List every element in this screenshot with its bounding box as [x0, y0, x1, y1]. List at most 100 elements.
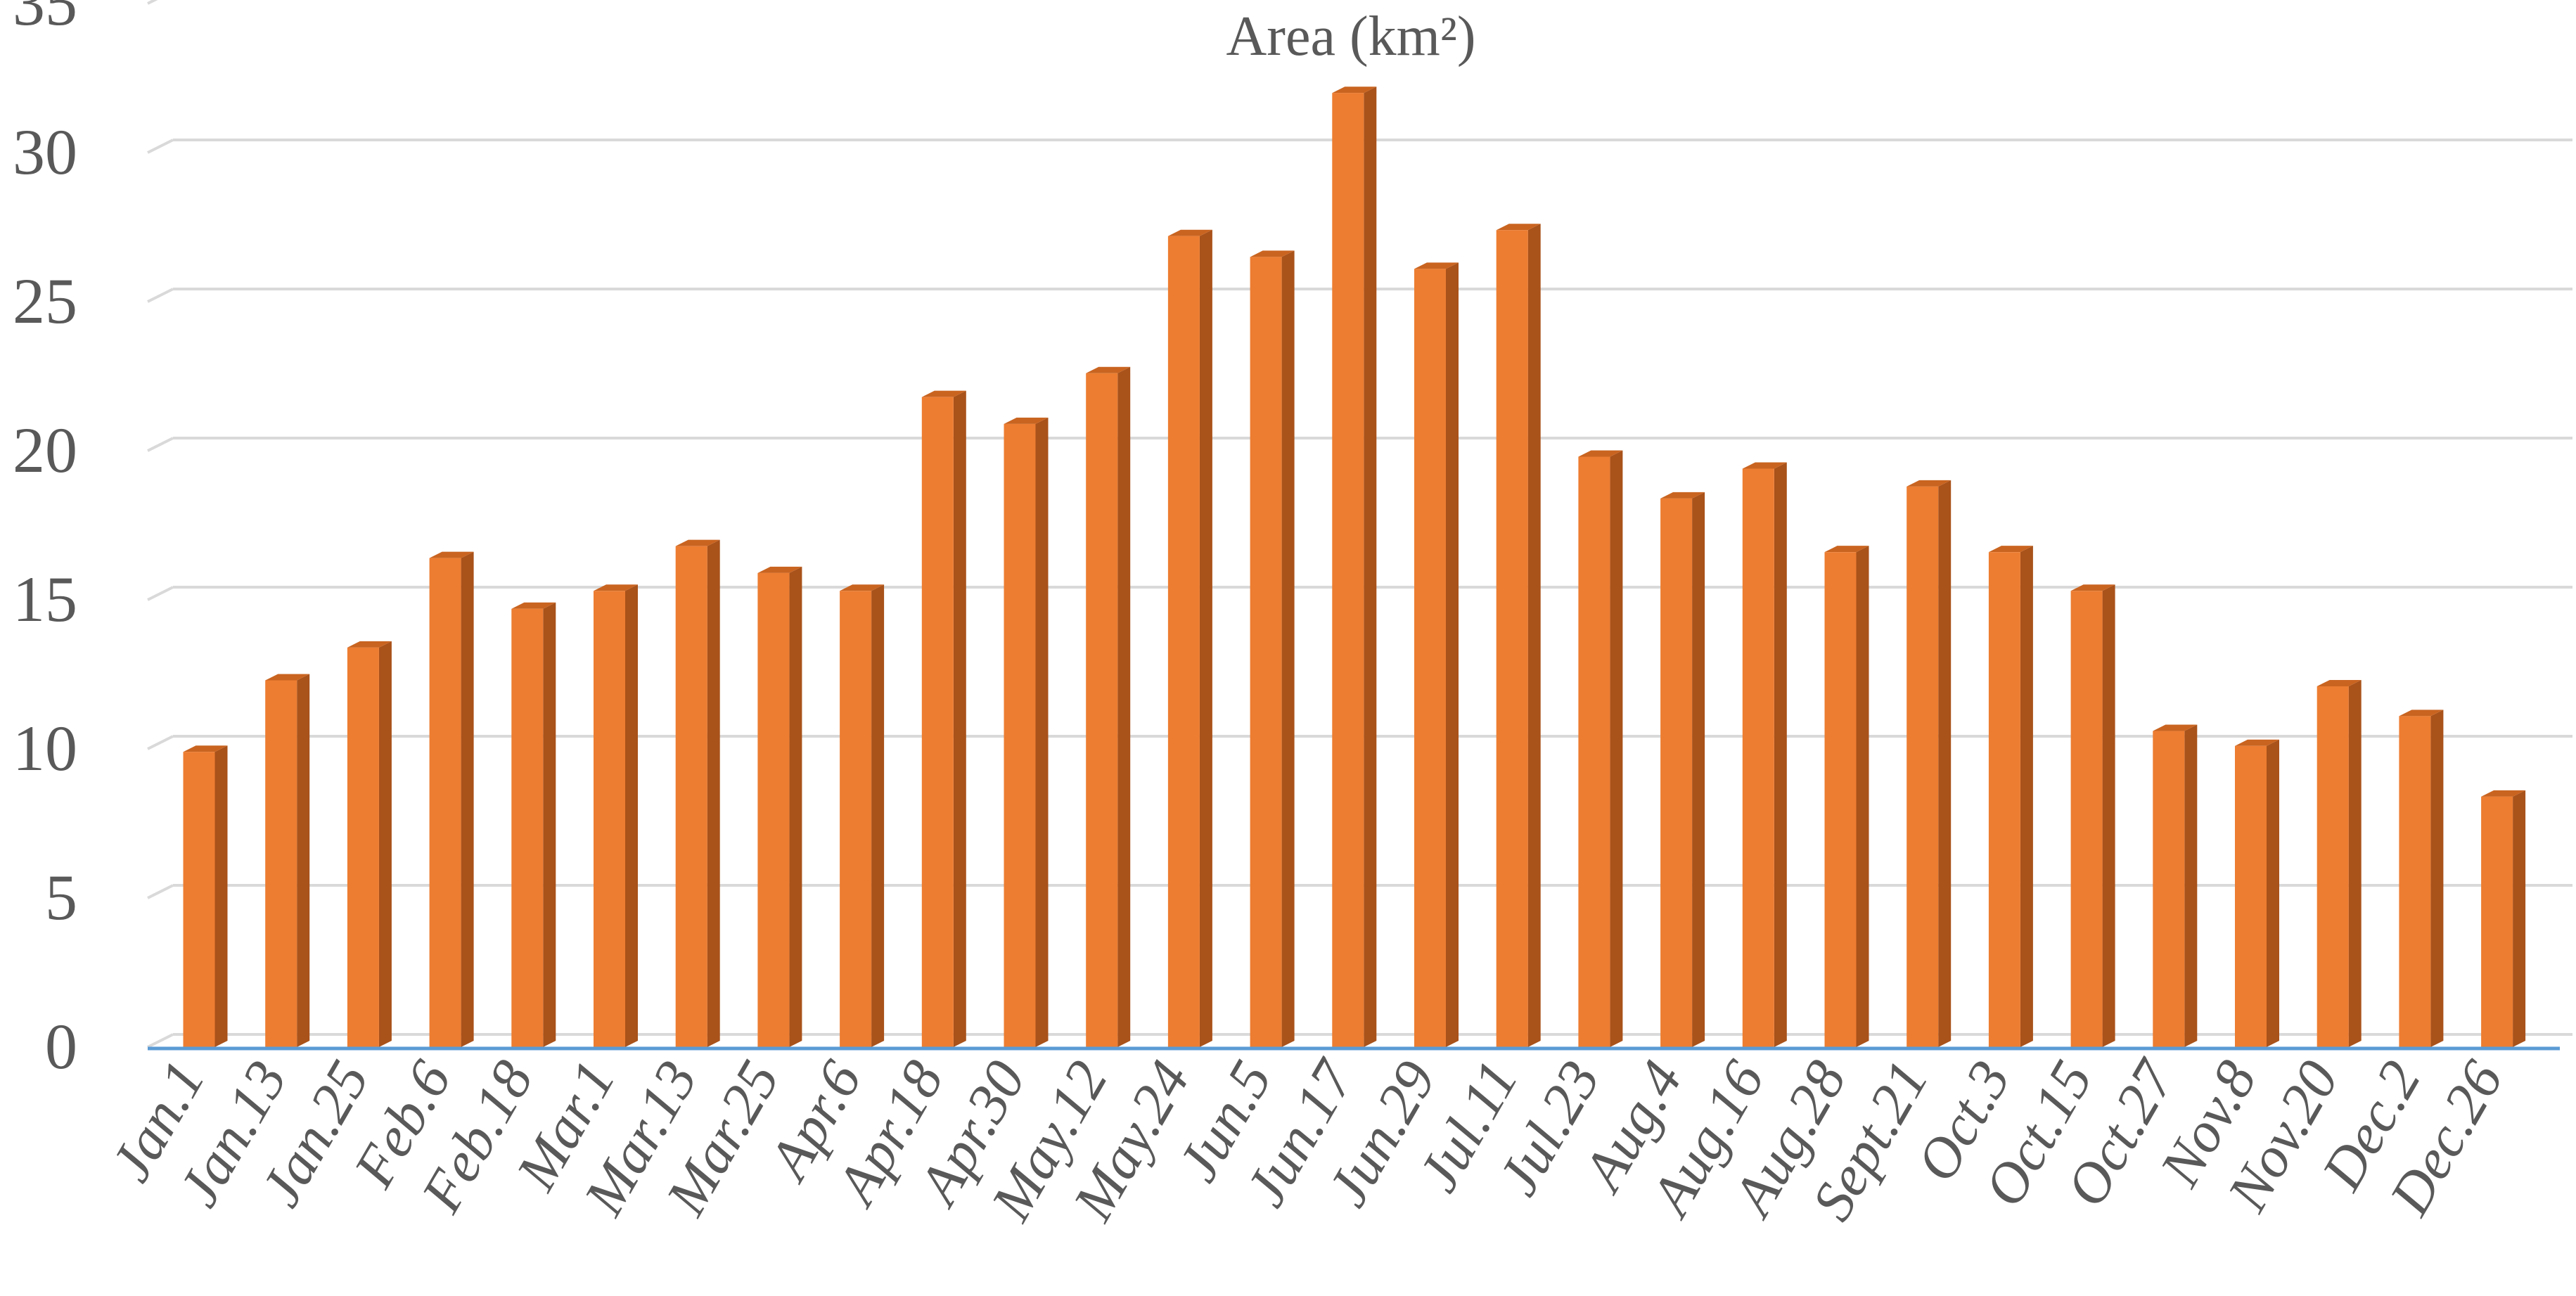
bar-side	[1281, 250, 1295, 1047]
bar-front	[2235, 745, 2267, 1047]
bar	[183, 745, 228, 1047]
bar	[2317, 679, 2362, 1047]
bar-side	[2267, 739, 2279, 1047]
bar	[594, 584, 638, 1047]
bar-top	[840, 584, 885, 591]
bar	[757, 566, 802, 1047]
x-axis-ticks: Jan.1Jan.13Jan.25Feb.6Feb.18Mar.1Mar.13M…	[98, 1048, 2515, 1231]
bar-top	[2399, 710, 2444, 717]
bar-side	[1527, 224, 1541, 1047]
bar-front	[1496, 230, 1528, 1047]
bar-side	[1364, 86, 1377, 1048]
bar	[429, 551, 474, 1047]
bar-side	[625, 584, 638, 1047]
bar-top	[511, 602, 556, 609]
bars	[183, 86, 2526, 1048]
bar-side	[378, 641, 392, 1047]
bar-side	[461, 551, 474, 1047]
bar-front	[1660, 498, 1693, 1047]
y-tick-label: 10	[13, 712, 77, 784]
bar-front	[1907, 486, 1939, 1047]
bar-top	[757, 566, 802, 573]
bar-front	[1332, 93, 1364, 1048]
bar	[1496, 224, 1541, 1047]
bar-top	[1086, 366, 1131, 373]
y-tick-label: 35	[13, 0, 77, 39]
bar-top	[1988, 546, 2033, 553]
bar-front	[1086, 373, 1118, 1047]
bar	[1332, 86, 1377, 1048]
bar-front	[1578, 456, 1610, 1047]
bar-top	[1578, 450, 1623, 457]
bar-top	[183, 745, 228, 752]
bar	[2399, 710, 2444, 1047]
bar-side	[789, 566, 802, 1047]
bar-front	[757, 572, 790, 1047]
bar-side	[2102, 584, 2115, 1047]
bar	[1988, 546, 2033, 1047]
y-tick-label: 15	[13, 563, 77, 635]
bar	[1824, 546, 1869, 1047]
bar-front	[1250, 257, 1282, 1047]
bar-front	[1167, 236, 1200, 1048]
bar-front	[2481, 796, 2513, 1047]
bar-front	[675, 546, 707, 1047]
bar-side	[1035, 417, 1049, 1047]
bar-top	[1332, 86, 1377, 94]
bar-front	[2070, 591, 2103, 1047]
bar-front	[1414, 269, 1446, 1047]
bar-top	[675, 539, 720, 546]
bar	[921, 390, 966, 1047]
gridline-edge	[147, 1033, 174, 1048]
bar-top	[265, 674, 310, 681]
bar-top	[1824, 546, 1869, 553]
bar-top	[2153, 724, 2198, 731]
bar-side	[1856, 546, 1869, 1047]
bar	[265, 674, 310, 1047]
bar	[511, 602, 556, 1047]
bar-top	[1167, 229, 1212, 236]
bar-top	[2235, 739, 2279, 746]
bar-top	[2070, 584, 2115, 591]
bar-front	[2399, 716, 2431, 1047]
bar-top	[594, 584, 638, 591]
bar	[1250, 250, 1295, 1047]
bar-side	[297, 674, 310, 1047]
bar-top	[1660, 492, 1705, 499]
bar-side	[1938, 480, 1952, 1047]
bar	[1660, 492, 1705, 1047]
bar-front	[594, 591, 625, 1047]
bar	[2481, 790, 2526, 1047]
bar	[347, 641, 392, 1047]
bar-front	[429, 558, 461, 1047]
bar-top	[1907, 480, 1952, 487]
gridline-edge	[147, 0, 158, 5]
y-tick-label: 20	[13, 414, 77, 486]
bar-side	[1117, 366, 1131, 1047]
y-tick-label: 30	[13, 116, 77, 188]
bar-side	[2513, 790, 2526, 1047]
bar-side	[1446, 262, 1459, 1047]
bar-side	[2020, 546, 2033, 1047]
bar-top	[1742, 462, 1787, 469]
bar-side	[543, 602, 556, 1047]
bar-front	[265, 680, 297, 1047]
bar-front	[1742, 468, 1774, 1047]
chart-title: Area (km²)	[1226, 6, 1476, 68]
y-tick-label: 25	[13, 265, 77, 337]
bar-front	[1988, 552, 2020, 1047]
bar-side	[2348, 679, 2362, 1047]
bar	[840, 584, 885, 1047]
bar-front	[2317, 686, 2349, 1047]
bar-top	[1414, 262, 1459, 269]
bar	[1414, 262, 1459, 1047]
bar	[1004, 417, 1049, 1047]
bar-top	[2481, 790, 2526, 797]
bar-front	[921, 397, 954, 1047]
bar-top	[1250, 250, 1295, 257]
bar	[2070, 584, 2115, 1047]
bar-front	[1004, 423, 1036, 1047]
y-axis-ticks: 0 5 10 15 20 25 30 35	[13, 0, 77, 1082]
gridline-edge	[147, 884, 174, 899]
